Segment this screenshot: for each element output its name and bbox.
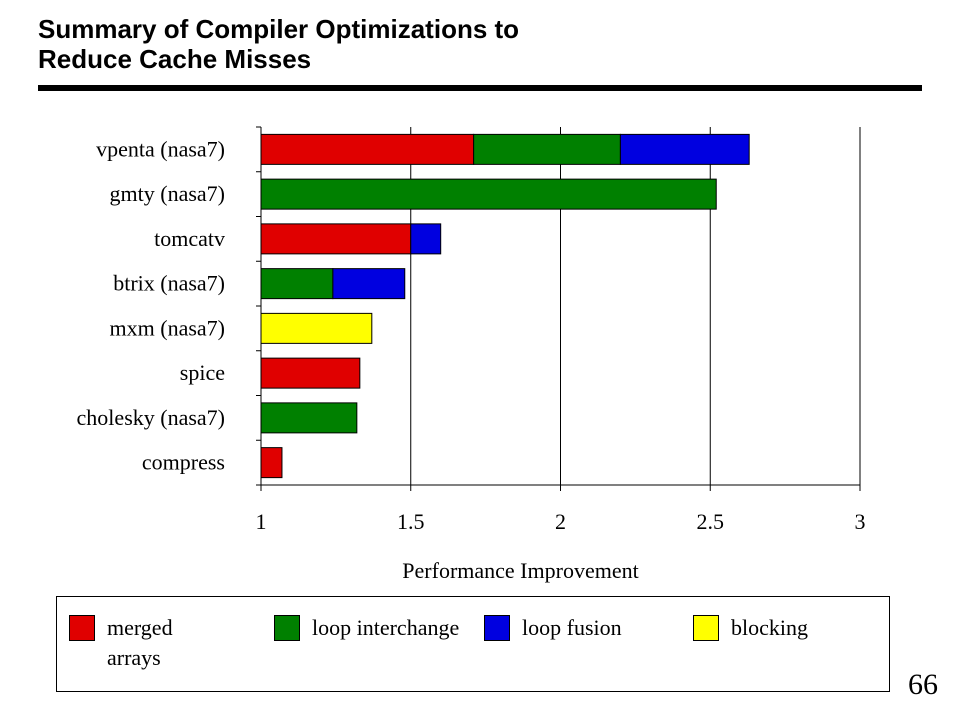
bar-segment — [260, 312, 373, 344]
bar-segment — [260, 268, 334, 300]
legend-item: merged arrays — [57, 613, 217, 673]
legend-swatch — [484, 615, 510, 641]
title-rule — [38, 85, 922, 91]
x-tick-label: 3 — [855, 509, 866, 534]
title: Summary of Compiler Optimizations to Red… — [38, 14, 519, 74]
legend-label: loop fusion — [522, 615, 622, 640]
bar-segment — [260, 133, 475, 165]
x-tick-label: 2 — [555, 509, 566, 534]
y-tick-label: mxm (nasa7) — [110, 315, 225, 340]
legend: merged arrays loop interchange loop fusion… — [56, 596, 890, 692]
legend-swatch — [693, 615, 719, 641]
title-line: Summary of Compiler Optimizations to — [38, 14, 520, 44]
x-axis-label: Performance Improvement — [402, 558, 638, 583]
legend-item: loop interchange — [262, 613, 472, 643]
y-tick-label: compress — [142, 450, 225, 475]
x-tick-label: 2.5 — [697, 509, 725, 534]
y-tick-label: gmty (nasa7) — [110, 181, 225, 206]
legend-label: merged arrays — [107, 615, 173, 670]
bar-segment — [260, 402, 358, 434]
y-tick-label: cholesky (nasa7) — [77, 405, 225, 430]
page-number: 66 — [908, 668, 938, 701]
chart: 1 1.5 2 2.5 3 Performance Improvement vpenta (… — [77, 126, 866, 583]
x-tick-label: 1 — [256, 509, 267, 534]
y-tick-label: vpenta (nasa7) — [96, 136, 225, 161]
bar-segment — [619, 133, 750, 165]
bar-segment — [332, 268, 406, 300]
legend-label: loop interchange — [312, 615, 460, 640]
legend-item: loop fusion — [472, 613, 712, 643]
legend-label: blocking — [731, 615, 808, 640]
legend-item: blocking — [681, 613, 891, 643]
bar-segment — [260, 223, 412, 255]
bar-segment — [473, 133, 621, 165]
x-tick-label: 1.5 — [397, 509, 425, 534]
legend-swatch — [274, 615, 300, 641]
y-tick-label: btrix (nasa7) — [113, 271, 225, 296]
bar-segment — [260, 357, 361, 389]
y-tick-label: spice — [180, 360, 225, 385]
bar-segment — [410, 223, 442, 255]
y-tick-label: tomcatv — [154, 226, 225, 251]
title-line: Reduce Cache Misses — [38, 44, 312, 74]
legend-swatch — [69, 615, 95, 641]
bar-segment — [260, 178, 717, 210]
bar-segment — [260, 447, 283, 479]
